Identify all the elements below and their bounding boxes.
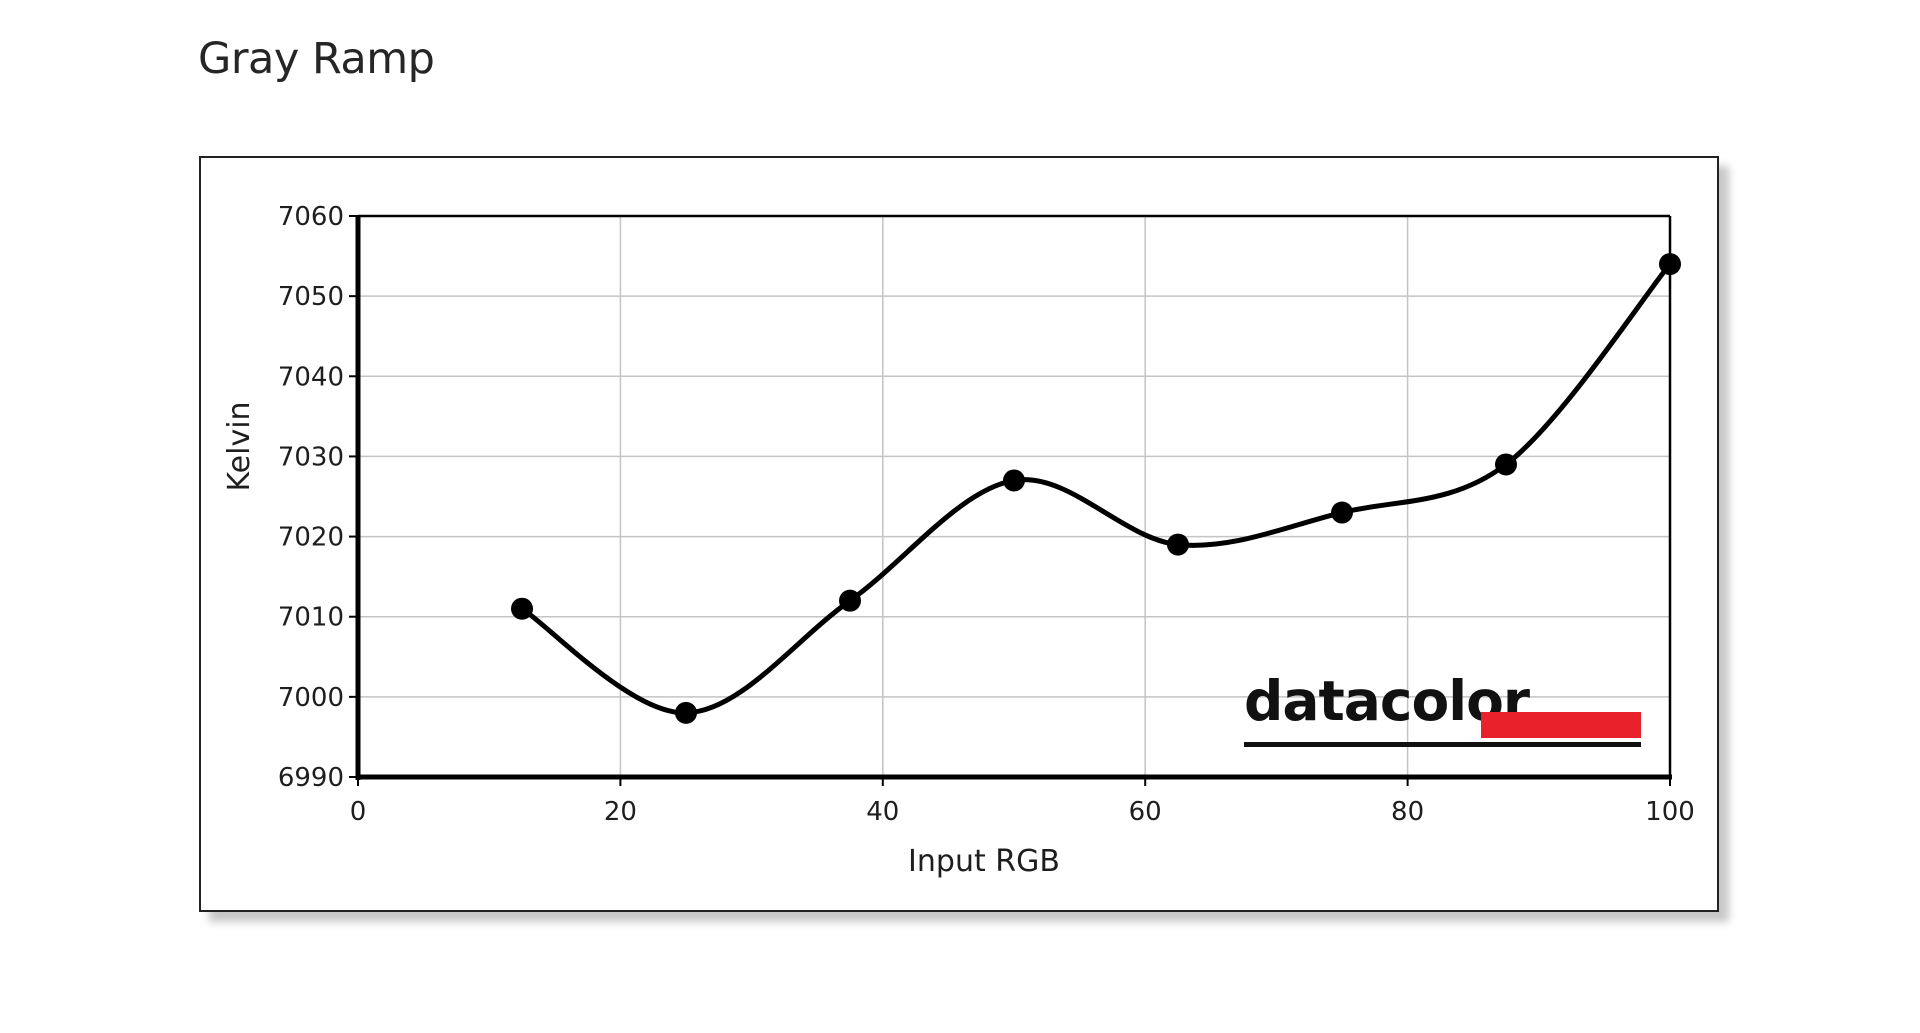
y-axis-title: Kelvin — [222, 401, 257, 491]
data-point — [839, 589, 861, 612]
chart-panel: 6990 7000 7010 7020 7030 7040 7050 7060 0 20 40 60 8… — [199, 156, 1719, 912]
page-title: Gray Ramp — [198, 34, 435, 84]
y-tick-label: 7000 — [278, 683, 344, 713]
y-tick-label: 7050 — [278, 282, 344, 312]
data-point — [1495, 453, 1517, 476]
gray-ramp-chart: 6990 7000 7010 7020 7030 7040 7050 7060 0 20 40 60 8… — [222, 202, 1695, 879]
x-axis-title: Input RGB — [908, 844, 1060, 879]
datacolor-logo: datacolor — [1244, 669, 1641, 747]
series-line — [519, 261, 1673, 716]
x-tick-label: 100 — [1645, 797, 1695, 827]
y-tick-label: 7010 — [278, 603, 344, 633]
y-tick-label: 7030 — [278, 442, 344, 472]
x-tick-label: 60 — [1129, 797, 1162, 827]
data-point — [1331, 501, 1353, 524]
data-point — [1167, 533, 1189, 556]
datacolor-logo-underline — [1244, 742, 1641, 747]
datacolor-logo-bar — [1481, 712, 1641, 738]
y-tick-label: 6990 — [278, 763, 344, 793]
x-tick-label: 40 — [866, 797, 899, 827]
data-point — [511, 597, 533, 620]
data-point — [1003, 469, 1025, 492]
data-point — [1659, 253, 1681, 276]
x-tick-label: 20 — [604, 797, 637, 827]
series-layer — [511, 253, 1681, 724]
tick-labels: 6990 7000 7010 7020 7030 7040 7050 7060 0 20 40 60 8… — [278, 202, 1695, 827]
x-tick-label: 0 — [350, 797, 367, 827]
y-tick-label: 7060 — [278, 202, 344, 232]
data-point — [675, 701, 697, 724]
x-tick-label: 80 — [1391, 797, 1424, 827]
axes — [349, 214, 1672, 786]
y-tick-label: 7040 — [278, 362, 344, 392]
y-tick-label: 7020 — [278, 523, 344, 553]
